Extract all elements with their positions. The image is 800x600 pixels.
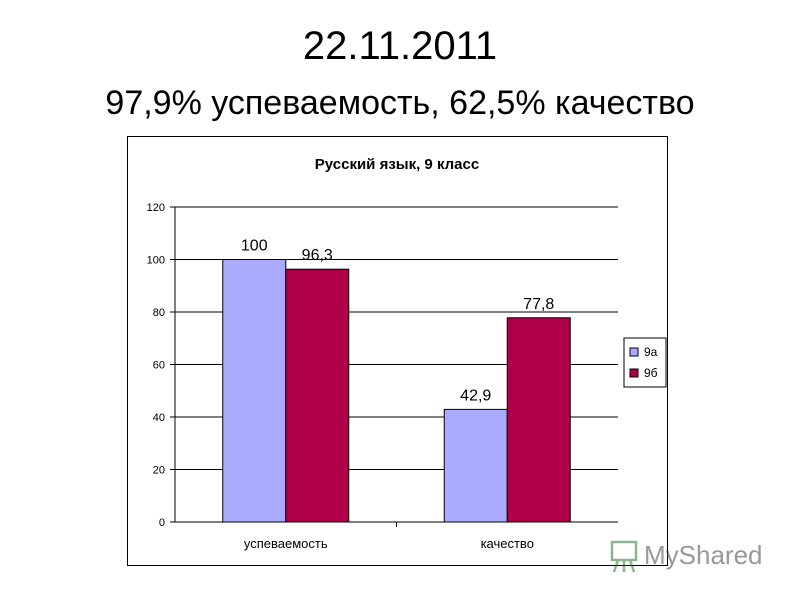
bar <box>285 268 350 523</box>
chart-title: Русский язык, 9 класс <box>315 156 479 173</box>
y-tick-label: 60 <box>153 360 165 372</box>
data-label: 77,8 <box>523 296 554 313</box>
bar <box>506 317 571 523</box>
bar-chart: Русский язык, 9 класс 0 20 40 60 80 100 120 100 9… <box>147 156 667 551</box>
y-tick-label: 20 <box>153 465 165 477</box>
legend-label: 9а <box>644 345 658 359</box>
y-tick-label: 120 <box>147 202 165 214</box>
y-tick-label: 100 <box>147 255 165 267</box>
y-tick-label: 0 <box>159 517 165 529</box>
slide-title: 22.11.2011 <box>302 24 498 68</box>
legend-swatch <box>629 347 639 357</box>
x-tick-label: качество <box>481 536 534 551</box>
x-tick-label: успеваемость <box>244 536 328 551</box>
data-label: 42,9 <box>460 387 491 404</box>
presentation-board-icon <box>610 540 638 573</box>
legend-label: 9б <box>644 366 658 380</box>
legend-swatch <box>629 368 639 378</box>
watermark-text: MyShared <box>644 540 763 570</box>
data-label: 96,3 <box>302 247 333 264</box>
chart-frame <box>127 136 668 566</box>
y-tick-label: 80 <box>153 307 165 319</box>
legend <box>623 337 667 388</box>
bar <box>222 259 287 523</box>
myshared-watermark: MyShared <box>610 540 763 573</box>
y-tick-label: 40 <box>153 412 165 424</box>
bar <box>443 408 508 523</box>
slide-subtitle: 97,9% успеваемость, 62,5% качество <box>105 84 695 122</box>
data-label: 100 <box>241 238 268 255</box>
